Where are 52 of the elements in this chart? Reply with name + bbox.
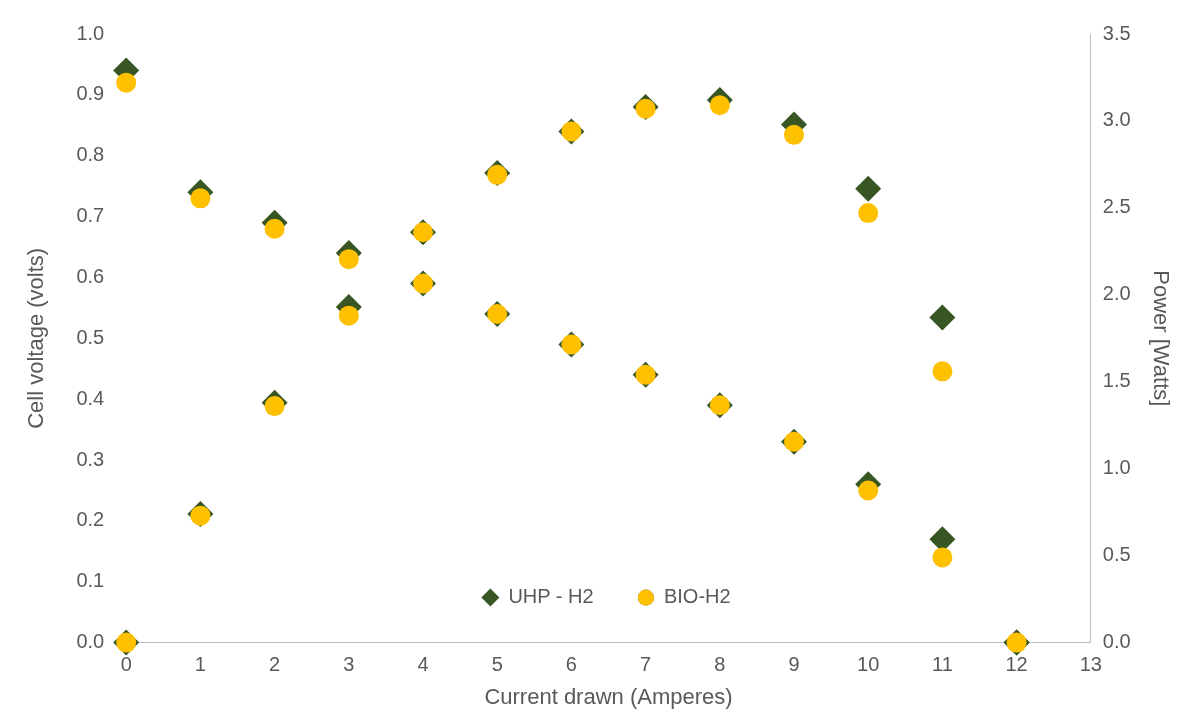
x-tick-label: 6 [565, 653, 577, 676]
point [338, 249, 359, 270]
x-tick-label: 4 [417, 653, 429, 676]
y-tick-label: 0.3 [76, 447, 105, 470]
point [784, 124, 804, 145]
point [116, 72, 137, 93]
point [264, 218, 285, 239]
x-tick-label: 11 [932, 653, 953, 676]
y-tick-label: 1.0 [76, 21, 105, 44]
x-tick-label: 7 [640, 653, 652, 676]
y-tick-label: 0.8 [76, 143, 105, 166]
y2-tick-label: 0.5 [1102, 543, 1131, 566]
point [858, 203, 879, 224]
x-axis-title: Current drawn (Amperes) [484, 683, 733, 709]
point [264, 396, 285, 417]
y2-tick-label: 2.0 [1102, 282, 1131, 305]
x-tick-label: 1 [194, 653, 206, 676]
y2-tick-label: 3.0 [1102, 108, 1131, 131]
y-tick-label: 0.2 [76, 508, 105, 531]
x-tick-label: 0 [120, 653, 132, 676]
y-tick-label: 0.7 [76, 204, 105, 227]
point [932, 547, 953, 568]
point [858, 480, 879, 501]
x-tick-label: 10 [857, 653, 880, 676]
y2-axis-title: Power [Watts] [1148, 270, 1174, 407]
y-tick-label: 0.9 [76, 82, 105, 105]
point [929, 304, 956, 331]
y-axis-title: Cell voltage (volts) [23, 247, 49, 429]
point [932, 361, 953, 382]
x-tick-label: 13 [1079, 653, 1102, 676]
y2-tick-label: 3.5 [1102, 21, 1131, 44]
y2-tick-label: 1.5 [1102, 369, 1131, 392]
x-tick-label: 8 [714, 653, 726, 676]
point [190, 188, 211, 209]
legend-label: UHP - H2 [508, 585, 594, 608]
x-tick-label: 3 [343, 653, 355, 676]
y-tick-label: 0.6 [76, 264, 105, 287]
x-tick-label: 12 [1005, 653, 1028, 676]
legend-label: BIO-H2 [663, 585, 731, 608]
point [709, 95, 730, 116]
y-tick-label: 0.5 [76, 325, 105, 348]
x-tick-label: 5 [491, 653, 503, 676]
y2-tick-label: 2.5 [1102, 195, 1131, 218]
y-tick-label: 0.1 [76, 569, 105, 592]
y2-tick-label: 1.0 [1102, 456, 1131, 479]
x-tick-label: 2 [269, 653, 281, 676]
y-tick-label: 0.4 [76, 386, 105, 409]
x-tick-label: 9 [788, 653, 800, 676]
y2-tick-label: 0.0 [1102, 630, 1131, 653]
point [338, 305, 359, 326]
y-tick-label: 0.0 [76, 630, 105, 653]
point [855, 175, 882, 202]
